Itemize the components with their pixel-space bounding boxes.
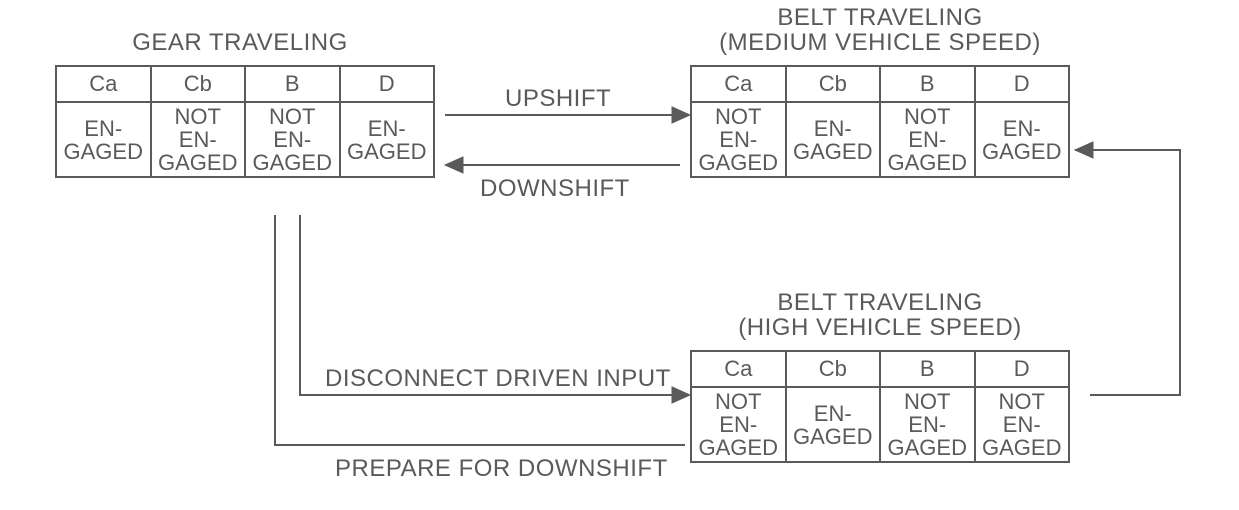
belt-high-title: BELT TRAVELING (HIGH VEHICLE SPEED) [690, 290, 1070, 340]
table-header-row: Ca Cb B D [691, 66, 1069, 102]
table-row: NOT EN- GAGED EN- GAGED NOT EN- GAGED NO… [691, 387, 1069, 462]
cell: EN- GAGED [340, 102, 435, 177]
cell: EN- GAGED [786, 102, 881, 177]
cell: NOT EN- GAGED [691, 102, 786, 177]
col-header: Ca [691, 66, 786, 102]
table-header-row: Ca Cb B D [56, 66, 434, 102]
col-header: B [880, 351, 975, 387]
prepare-label: PREPARE FOR DOWNSHIFT [335, 455, 668, 483]
col-header: B [880, 66, 975, 102]
belt-high-table: Ca Cb B D NOT EN- GAGED EN- GAGED NOT EN… [690, 350, 1070, 463]
col-header: D [975, 351, 1070, 387]
cell: EN- GAGED [56, 102, 151, 177]
diagram-canvas: GEAR TRAVELING Ca Cb B D EN- GAGED NOT E… [0, 0, 1239, 510]
col-header: Cb [786, 66, 881, 102]
upshift-arrow-head [672, 107, 690, 123]
cell: EN- GAGED [786, 387, 881, 462]
table-header-row: Ca Cb B D [691, 351, 1069, 387]
disconnect-label: DISCONNECT DRIVEN INPUT [325, 365, 671, 393]
cell: EN- GAGED [975, 102, 1070, 177]
cell: NOT EN- GAGED [691, 387, 786, 462]
col-header: D [340, 66, 435, 102]
med-right-entry-arrow-head [1075, 142, 1093, 158]
disconnect-arrow-head [672, 387, 690, 403]
cell: NOT EN- GAGED [880, 387, 975, 462]
upshift-label: UPSHIFT [505, 85, 611, 113]
prepare-connector [275, 215, 685, 445]
downshift-arrow-head [445, 157, 463, 173]
belt-medium-title: BELT TRAVELING (MEDIUM VEHICLE SPEED) [690, 5, 1070, 55]
cell: NOT EN- GAGED [975, 387, 1070, 462]
cell: NOT EN- GAGED [880, 102, 975, 177]
gear-traveling-table: Ca Cb B D EN- GAGED NOT EN- GAGED NOT EN… [55, 65, 435, 178]
gear-traveling-title: GEAR TRAVELING [100, 30, 380, 55]
table-row: EN- GAGED NOT EN- GAGED NOT EN- GAGED EN… [56, 102, 434, 177]
col-header: Ca [56, 66, 151, 102]
col-header: Ca [691, 351, 786, 387]
col-header: B [245, 66, 340, 102]
cell: NOT EN- GAGED [151, 102, 246, 177]
col-header: Cb [786, 351, 881, 387]
col-header: D [975, 66, 1070, 102]
belt-medium-table: Ca Cb B D NOT EN- GAGED EN- GAGED NOT EN… [690, 65, 1070, 178]
cell: NOT EN- GAGED [245, 102, 340, 177]
downshift-label: DOWNSHIFT [480, 175, 630, 203]
col-header: Cb [151, 66, 246, 102]
table-row: NOT EN- GAGED EN- GAGED NOT EN- GAGED EN… [691, 102, 1069, 177]
med-to-high-connector [1075, 150, 1180, 395]
